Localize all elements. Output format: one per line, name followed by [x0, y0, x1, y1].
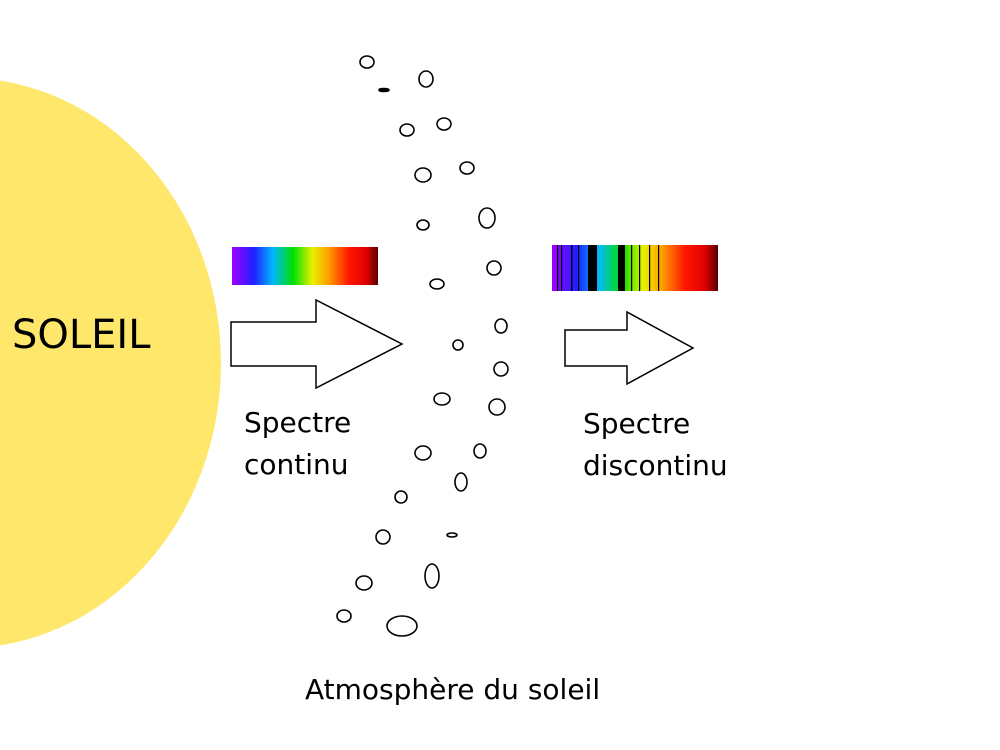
absorption-line	[631, 245, 633, 291]
absorption-line	[561, 245, 563, 291]
incoming-arrow	[230, 298, 404, 390]
particle	[375, 529, 391, 545]
discontinuous-spectrum-bar	[552, 245, 718, 291]
absorption-line	[588, 245, 597, 291]
absorption-lines	[557, 245, 660, 291]
particle	[446, 532, 458, 538]
particle	[336, 609, 352, 623]
outgoing-arrow	[564, 310, 695, 386]
particle	[494, 318, 508, 334]
particle	[433, 392, 451, 406]
particle	[394, 490, 408, 504]
particle	[486, 260, 502, 276]
particle	[424, 563, 440, 589]
absorption-line	[618, 245, 625, 291]
particle	[454, 472, 468, 492]
discontinuous-spectrum-label-line1: Spectre	[583, 407, 691, 440]
absorption-line	[571, 245, 573, 291]
absorption-line	[639, 245, 641, 291]
particle	[355, 575, 373, 591]
absorption-line	[649, 245, 651, 291]
particle	[488, 398, 506, 416]
discontinuous-spectrum-label-line2: discontinu	[583, 449, 728, 482]
particle	[429, 278, 445, 290]
discontinuous-spectrum-label: Spectre discontinu	[583, 403, 728, 487]
sun-label: SOLEIL	[12, 312, 151, 358]
discontinuous-spectrum-gradient	[552, 245, 718, 291]
particle	[473, 443, 487, 459]
particle	[414, 167, 432, 183]
particle	[459, 161, 475, 175]
particle	[416, 219, 430, 231]
sun	[0, 80, 221, 646]
particle	[399, 123, 415, 137]
atmosphere-particles	[336, 55, 509, 637]
absorption-line	[557, 245, 559, 291]
particle	[418, 70, 434, 88]
particle	[478, 207, 496, 229]
particle	[414, 445, 432, 461]
continuous-spectrum-label: Spectre continu	[244, 402, 351, 486]
particle	[452, 339, 464, 351]
continuous-spectrum-bar	[232, 247, 378, 285]
absorption-line	[578, 245, 580, 291]
atmosphere-label: Atmosphère du soleil	[305, 673, 601, 706]
particle	[378, 87, 390, 93]
continuous-spectrum-label-line1: Spectre	[244, 406, 352, 439]
particle	[386, 615, 418, 637]
continuous-spectrum-label-line2: continu	[244, 448, 349, 481]
absorption-line	[658, 245, 660, 291]
particle	[436, 117, 452, 131]
particle	[359, 55, 375, 69]
particle	[493, 361, 509, 377]
